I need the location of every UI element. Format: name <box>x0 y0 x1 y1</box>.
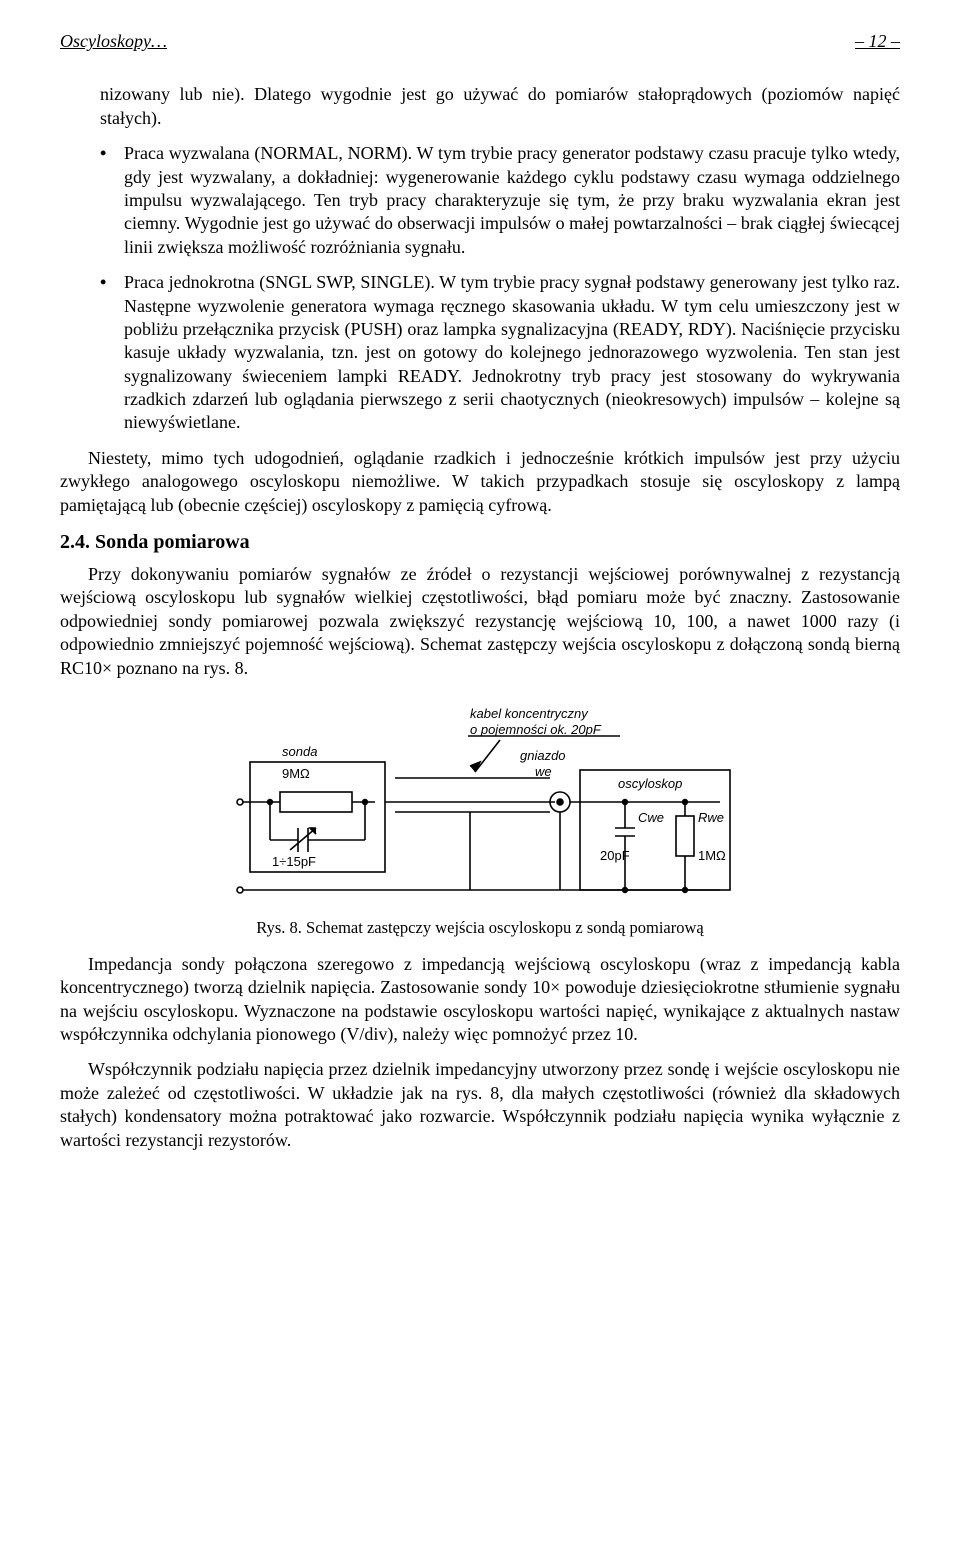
label-cwe-val: 20pF <box>600 848 630 863</box>
figure-caption: Rys. 8. Schemat zastępczy wejścia oscylo… <box>60 917 900 938</box>
label-gniazdo: gniazdo <box>520 748 566 763</box>
figure-8: kabel koncentryczny o pojemności ok. 20p… <box>60 700 900 911</box>
label-rwe: Rwe <box>698 810 724 825</box>
label-we: we <box>535 764 552 779</box>
continuation-paragraph: nizowany lub nie). Dlatego wygodnie jest… <box>100 83 900 130</box>
section-heading: 2.4. Sonda pomiarowa <box>60 529 900 555</box>
paragraph: Przy dokonywaniu pomiarów sygnałów ze źr… <box>60 563 900 680</box>
paragraph: Współczynnik podziału napięcia przez dzi… <box>60 1058 900 1152</box>
label-sonda-r: 9MΩ <box>282 766 310 781</box>
bullet-text: Praca wyzwalana (NORMAL, NORM). W tym tr… <box>124 143 900 257</box>
bullet-item: Praca wyzwalana (NORMAL, NORM). W tym tr… <box>100 142 900 259</box>
label-cwe: Cwe <box>638 810 664 825</box>
label-sonda: sonda <box>282 744 317 759</box>
schematic-svg: kabel koncentryczny o pojemności ok. 20p… <box>220 700 740 905</box>
label-sonda-c: 1÷15pF <box>272 854 316 869</box>
label-rwe-val: 1MΩ <box>698 848 726 863</box>
header-right: – 12 – <box>855 30 900 53</box>
bullets-main: Praca wyzwalana (NORMAL, NORM). W tym tr… <box>100 142 900 435</box>
label-cable2: o pojemności ok. 20pF <box>470 722 602 737</box>
label-scope: oscyloskop <box>618 776 682 791</box>
paragraph: Niestety, mimo tych udogodnień, oglądani… <box>60 447 900 517</box>
label-cable1: kabel koncentryczny <box>470 706 589 721</box>
bullet-item: Praca jednokrotna (SNGL SWP, SINGLE). W … <box>100 271 900 435</box>
bullet-text: Praca jednokrotna (SNGL SWP, SINGLE). W … <box>124 272 900 432</box>
header-left: Oscyloskopy… <box>60 30 167 53</box>
page-header: Oscyloskopy… – 12 – <box>60 30 900 53</box>
paragraph: Impedancja sondy połączona szeregowo z i… <box>60 953 900 1047</box>
